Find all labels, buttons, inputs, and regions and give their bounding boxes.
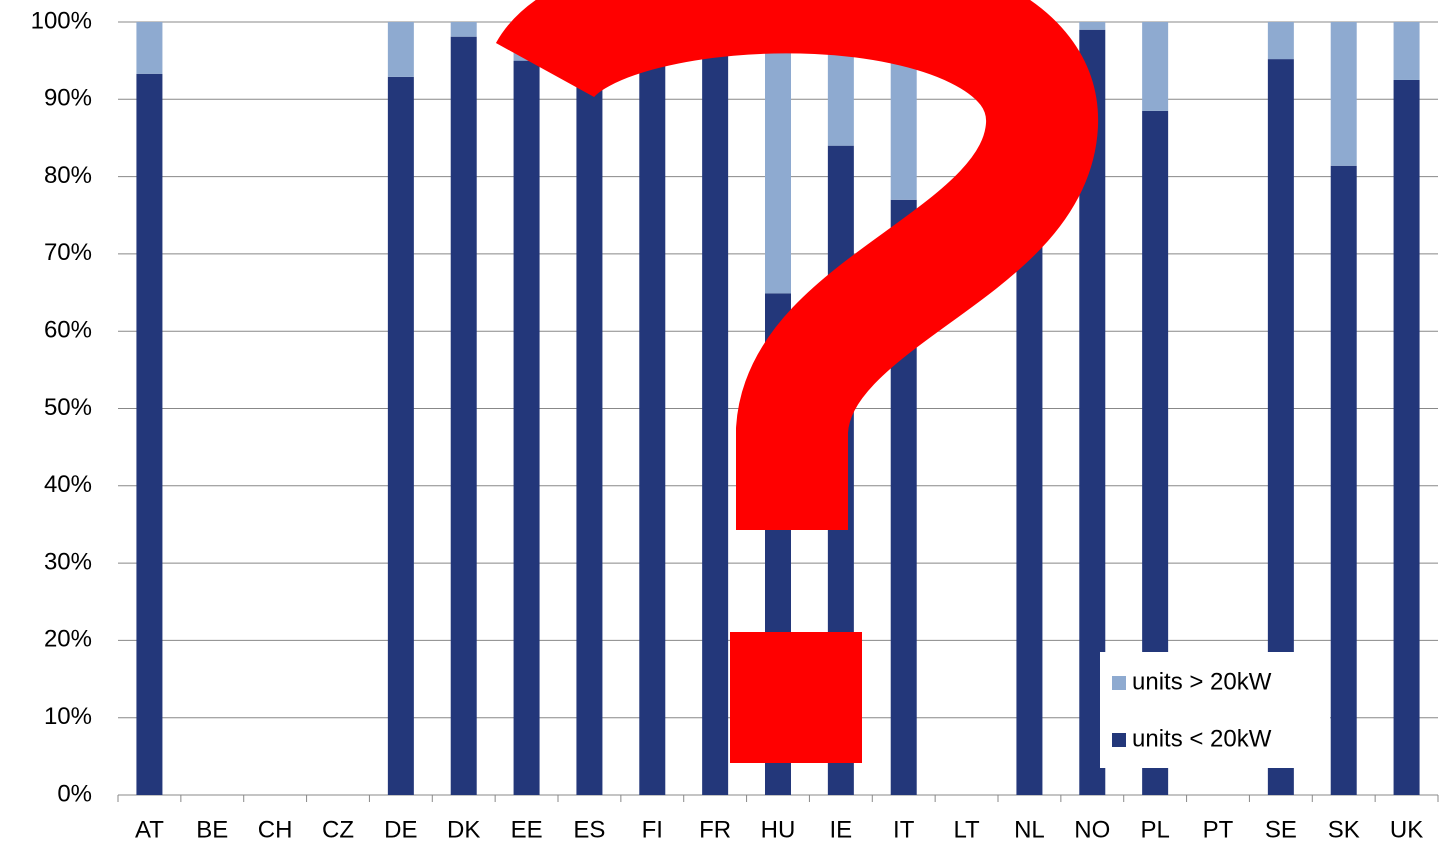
x-tick-label: CZ	[322, 816, 354, 843]
y-tick-label: 10%	[44, 703, 92, 730]
bar-segment	[702, 31, 729, 795]
y-tick-label: 90%	[44, 85, 92, 112]
x-tick-label: SE	[1265, 816, 1297, 843]
bar-segment	[450, 22, 477, 37]
bar-segment	[387, 76, 414, 796]
bar-segment	[576, 76, 603, 796]
y-tick-label: 0%	[57, 780, 92, 807]
question-dot	[730, 632, 862, 763]
bar-segment	[136, 22, 163, 74]
x-tick-label: PT	[1203, 816, 1234, 843]
x-tick-label: ES	[573, 816, 605, 843]
bar-segment	[1079, 22, 1106, 30]
x-tick-label: LT	[953, 816, 980, 843]
x-tick-label: FI	[642, 816, 663, 843]
x-tick-label: DE	[384, 816, 417, 843]
legend-label: units > 20kW	[1132, 668, 1272, 695]
bar-segment	[765, 22, 791, 294]
y-tick-label: 100%	[31, 7, 92, 34]
legend: units > 20kW units < 20kW	[1100, 652, 1330, 768]
question-mark	[496, 0, 1098, 763]
x-tick-label: BE	[196, 816, 228, 843]
x-tick-label: PL	[1140, 816, 1169, 843]
bar-segment	[1330, 22, 1357, 166]
x-tick-label: NL	[1014, 816, 1045, 843]
x-tick-label: IE	[830, 816, 853, 843]
y-tick-label: 70%	[44, 239, 92, 266]
legend-box	[1100, 652, 1330, 768]
legend-label: units < 20kW	[1132, 725, 1272, 752]
legend-swatch	[1112, 676, 1126, 690]
question-hook	[496, 0, 1098, 530]
y-tick-label: 30%	[44, 548, 92, 575]
x-tick-label: EE	[511, 816, 543, 843]
x-tick-label: SK	[1328, 816, 1360, 843]
y-tick-label: 40%	[44, 471, 92, 498]
bar-segment	[1393, 79, 1420, 796]
x-tick-label: DK	[447, 816, 480, 843]
x-tick-label: NO	[1074, 816, 1110, 843]
x-tick-label: UK	[1390, 816, 1423, 843]
bar-segment	[1330, 165, 1357, 795]
y-tick-label: 80%	[44, 162, 92, 189]
bar-segment	[387, 22, 414, 77]
bar-segment	[1393, 22, 1420, 80]
bar-segment	[136, 73, 163, 795]
y-tick-label: 50%	[44, 394, 92, 421]
bar-segment	[639, 48, 666, 796]
y-tick-label: 60%	[44, 317, 92, 344]
x-tick-label: IT	[893, 816, 915, 843]
bar-segment	[450, 36, 477, 795]
bar-segment	[513, 60, 540, 795]
x-tick-label: FR	[699, 816, 731, 843]
legend-swatch	[1112, 733, 1126, 747]
bar-segment	[1142, 22, 1169, 111]
x-tick-label: HU	[761, 816, 796, 843]
bar-segment	[1267, 22, 1294, 60]
x-tick-label: AT	[135, 816, 164, 843]
y-tick-label: 20%	[44, 626, 92, 653]
x-tick-label: CH	[258, 816, 293, 843]
